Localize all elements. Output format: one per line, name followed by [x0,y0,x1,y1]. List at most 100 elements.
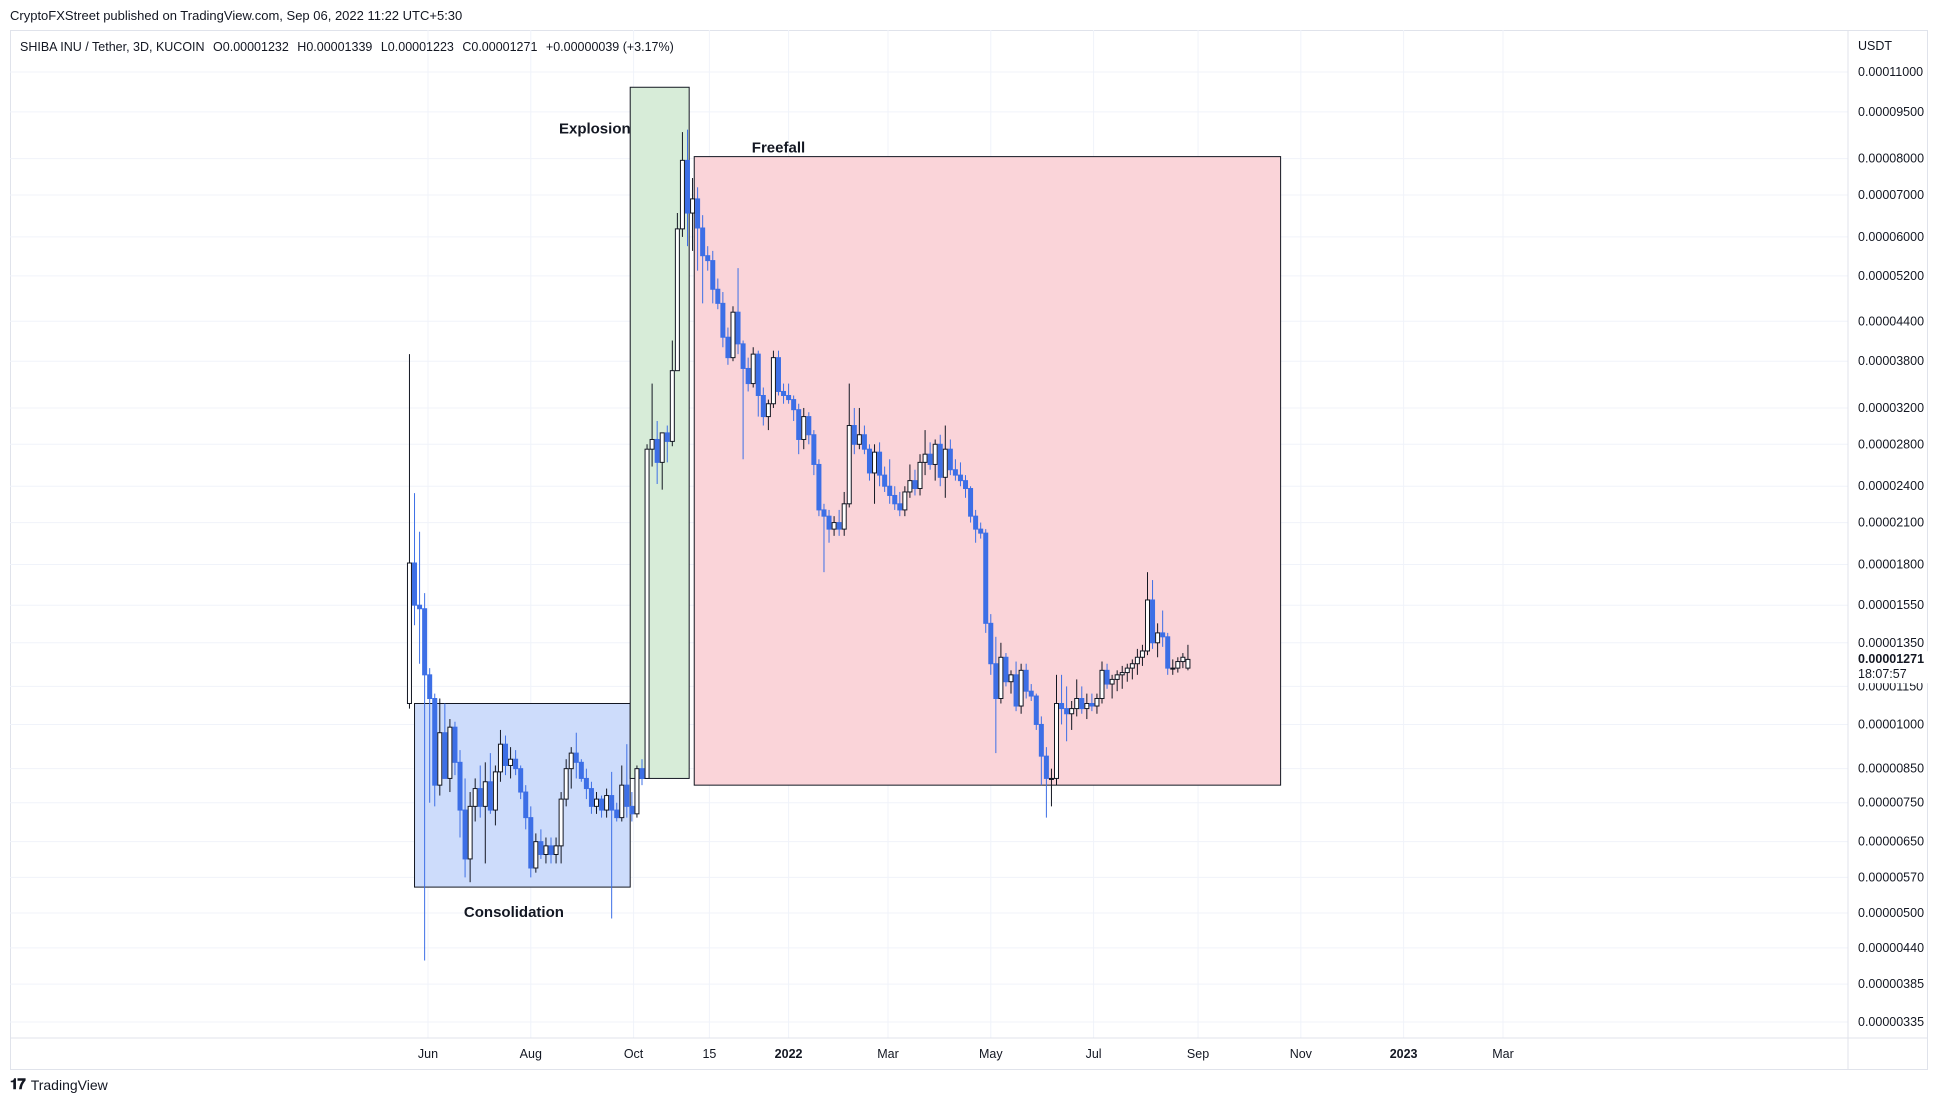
candle-body [1018,669,1024,707]
candle-up [1054,674,1060,786]
candle-body [1170,667,1176,670]
candle-body [1084,702,1090,710]
candle-up [558,792,564,864]
candle-down [1160,610,1166,647]
candle-body [528,817,534,869]
candle-up [1074,679,1080,717]
candle-body [1180,656,1186,663]
time-tick-label: 15 [702,1047,716,1061]
candle-down [614,802,620,822]
candle-down [528,806,534,878]
candle-body [684,159,690,214]
candle-down [952,459,958,481]
candle-body [963,480,969,490]
candle-body [639,768,645,779]
candle-body [518,768,524,793]
candle-body [513,758,519,770]
candle-up [594,792,599,814]
candle-body [775,357,781,392]
candle-body [725,336,731,359]
price-tick-label: 0.00006000 [1858,230,1924,244]
candle-up [679,132,685,237]
candle-body [735,311,741,345]
candle-up [1129,659,1135,680]
candle-up [437,698,443,796]
candle-down [740,340,746,460]
candle-body [492,771,498,811]
candle-up [543,837,549,864]
candle-down [882,466,888,492]
candle-body [599,798,605,811]
candle-down [1089,693,1095,712]
candle-down [897,491,903,517]
candle-down [538,829,544,859]
candle-down [1028,684,1034,701]
candle-body [1150,599,1156,644]
candle-body [740,343,746,369]
candle-body [1043,755,1049,779]
candle-up [1124,663,1130,682]
candle-body [487,781,493,811]
candle-body [417,604,423,610]
candle-body [609,795,615,811]
candle-up [669,340,675,447]
candle-down [432,693,438,807]
candle-down [811,430,817,476]
footer[interactable]: 𝟏𝟕 TradingView [10,1076,108,1093]
candle-body [1104,669,1110,685]
candle-down [745,357,751,392]
candle-body [695,198,701,229]
candle-up [750,347,756,388]
price-tick-label: 0.00000650 [1858,835,1924,849]
candle-up [644,444,650,779]
freefall-label: Freefall [752,140,805,157]
candle-body [998,656,1004,700]
price-tick-label: 0.00001800 [1858,558,1924,572]
candle-up [568,747,574,789]
candle-down [927,442,933,470]
ohlc-change: +0.00000039 (+3.17%) [545,40,674,54]
candle-body [1008,674,1014,683]
candle-up [406,354,412,709]
candle-body [644,448,650,779]
candle-body [497,743,503,773]
candle-body [841,503,847,530]
candle-down [983,529,989,633]
candle-up [659,432,665,490]
candle-up [563,759,569,807]
zones [414,86,1282,888]
candle-down [548,837,554,864]
candle-up [634,765,640,818]
candle-body [1175,661,1181,669]
candle-down [735,268,741,355]
candle-down [503,735,509,776]
candle-down [866,444,872,481]
candle-body [831,522,837,530]
candle-down [1013,661,1019,712]
ohlc-low: L0.00001223 [380,40,454,54]
candle-down [973,509,979,543]
candle-down [412,493,418,626]
candle-down [1033,693,1039,730]
candle-body [553,845,559,856]
chart-frame [10,30,1928,1070]
candle-up [907,464,913,498]
candle-up [846,383,852,508]
candle-body [866,448,872,474]
price-tick-label: 0.00000570 [1858,870,1924,884]
candle-body [730,311,736,359]
candle-body [1089,702,1095,707]
candle-body [674,228,680,372]
candle-down [1023,663,1029,699]
candle-down [664,425,670,463]
price-tick-label: 0.00002100 [1858,516,1924,530]
candle-body [634,768,640,815]
candle-body [978,528,984,534]
candle-body [1028,690,1034,697]
candle-down [487,753,493,814]
candle-down [695,187,701,271]
time-tick-label: Nov [1290,1047,1313,1061]
candle-body [548,845,554,856]
ohlc-high: H0.00001339 [297,40,373,54]
